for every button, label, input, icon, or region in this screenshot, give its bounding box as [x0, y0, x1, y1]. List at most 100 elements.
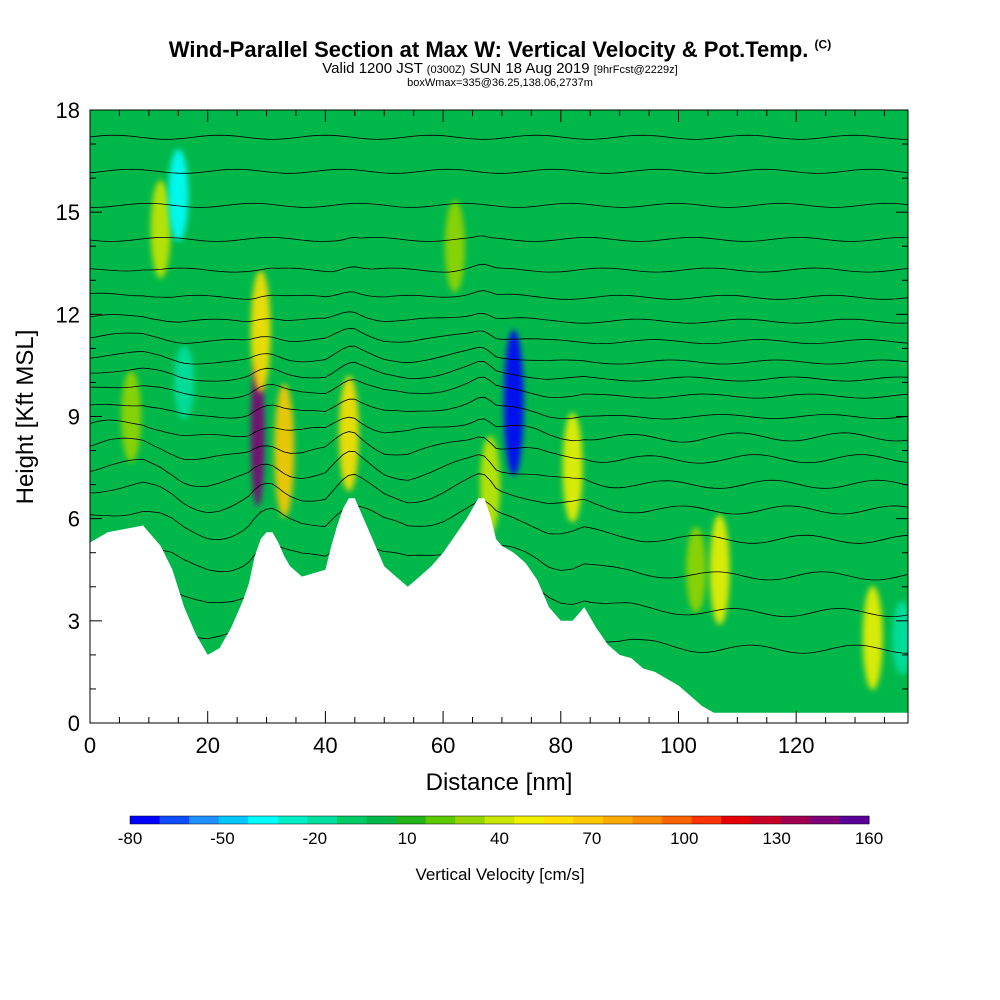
theta-contour [90, 450, 908, 489]
chart-title: Wind-Parallel Section at Max W: Vertical… [0, 37, 1000, 63]
colorbar-swatch [721, 816, 752, 824]
y-tick-label: 12 [56, 302, 80, 327]
velocity-feature [892, 600, 908, 675]
colorbar-tick-label: 10 [398, 829, 417, 848]
theta-contour [90, 361, 908, 382]
valid-utc: (0300Z) [426, 64, 466, 76]
colorbar-swatch [159, 816, 190, 824]
theta-contour [90, 376, 908, 399]
velocity-features [121, 149, 908, 690]
x-tick-label: 80 [549, 733, 573, 758]
y-axis-title: Height [Kft MSL] [12, 330, 39, 505]
colorbar-swatch [543, 816, 574, 824]
theta-contour [90, 473, 908, 515]
velocity-feature [709, 514, 730, 625]
theta-contour [90, 235, 908, 242]
colorbar-swatch [336, 816, 367, 824]
velocity-feature [444, 200, 465, 293]
theta-contour [90, 416, 908, 443]
velocity-feature [274, 383, 295, 518]
theta-contour [90, 327, 908, 345]
valid-prefix: Valid 1200 JST [322, 60, 423, 77]
velocity-feature [174, 345, 195, 420]
x-axis-title: Distance [nm] [426, 769, 573, 796]
y-tick-label: 9 [68, 405, 80, 430]
x-tick-label: 20 [195, 733, 219, 758]
theta-contour [90, 263, 908, 273]
y-tick-label: 15 [56, 200, 80, 225]
colorbar-swatch [809, 816, 840, 824]
theta-contour [90, 134, 908, 140]
velocity-feature [250, 360, 265, 507]
colorbar: -80 -50 -20 10 40 70 100 130 160 [118, 815, 883, 848]
chart-subtitle: Valid 1200 JST (0300Z) SUN 18 Aug 2019 [… [0, 60, 1000, 77]
colorbar-swatch [632, 816, 663, 824]
colorbar-swatch [455, 816, 486, 824]
colorbar-swatch [248, 816, 279, 824]
colorbar-tick-label: 40 [490, 829, 509, 848]
colorbar-tick-label: 100 [670, 829, 698, 848]
y-tick-label: 3 [68, 609, 80, 634]
colorbar-tick-label: 160 [855, 829, 883, 848]
theta-contour [90, 500, 908, 544]
theta-contour [90, 396, 908, 420]
valid-date: SUN 18 Aug 2019 [469, 60, 590, 77]
colorbar-swatch [218, 816, 249, 824]
colorbar-swatch [425, 816, 456, 824]
forecast-info: [9hrFcst@2229z] [593, 64, 678, 76]
terrain-mask [90, 498, 908, 723]
colorbar-swatch [691, 816, 722, 824]
box-info: boxWmax=335@36.25,138.06,2737m [407, 77, 593, 89]
colorbar-swatch [396, 816, 427, 824]
velocity-feature [168, 149, 189, 242]
velocity-feature [562, 412, 583, 523]
velocity-feature [121, 370, 142, 463]
x-tick-label: 120 [778, 733, 815, 758]
colorbar-swatch [277, 816, 308, 824]
colorbar-tick-label: -80 [118, 829, 143, 848]
theta-contour [90, 290, 908, 300]
velocity-feature [686, 526, 707, 613]
theta-contour [90, 168, 908, 174]
colorbar-swatch [750, 816, 781, 824]
theta-contour [90, 202, 908, 208]
velocity-feature [250, 270, 271, 393]
colorbar-swatch [484, 816, 515, 824]
velocity-feature [503, 329, 524, 476]
colorbar-swatch [366, 816, 397, 824]
colorbar-swatch [573, 816, 604, 824]
colorbar-swatch [130, 816, 161, 824]
colorbar-tick-label: 70 [582, 829, 601, 848]
velocity-feature [150, 180, 171, 279]
velocity-feature [338, 375, 359, 492]
colorbar-swatch [514, 816, 545, 824]
y-axis: 0 3 6 9 12 15 18 [56, 98, 908, 736]
theta-contour [90, 311, 908, 324]
y-tick-label: 6 [68, 507, 80, 532]
x-axis: 0 20 40 60 80 100 120 [84, 110, 885, 758]
x-tick-label: 0 [84, 733, 96, 758]
colorbar-swatch [602, 816, 634, 824]
colorbar-swatch [189, 816, 220, 824]
x-tick-label: 40 [313, 733, 337, 758]
plot-area [89, 109, 909, 724]
colorbar-tick-label: -20 [302, 829, 327, 848]
colorbar-swatch [839, 816, 870, 824]
theta-contour [90, 431, 908, 464]
x-tick-label: 100 [660, 733, 697, 758]
y-tick-label: 18 [56, 98, 80, 123]
theta-contours [90, 134, 908, 654]
colorbar-swatch [307, 816, 338, 824]
colorbar-frame [129, 815, 870, 825]
velocity-feature [862, 585, 883, 690]
colorbar-tick-label: -50 [210, 829, 235, 848]
chart-title-text: Wind-Parallel Section at Max W: Vertical… [168, 37, 809, 62]
colorbar-tick-label: 130 [762, 829, 790, 848]
theta-contour [90, 345, 908, 365]
copyright-mark: (C) [814, 37, 832, 52]
colorbar-swatch [662, 816, 693, 824]
x-tick-label: 60 [431, 733, 455, 758]
colorbar-swatch [780, 816, 811, 824]
y-tick-label: 0 [68, 711, 80, 736]
